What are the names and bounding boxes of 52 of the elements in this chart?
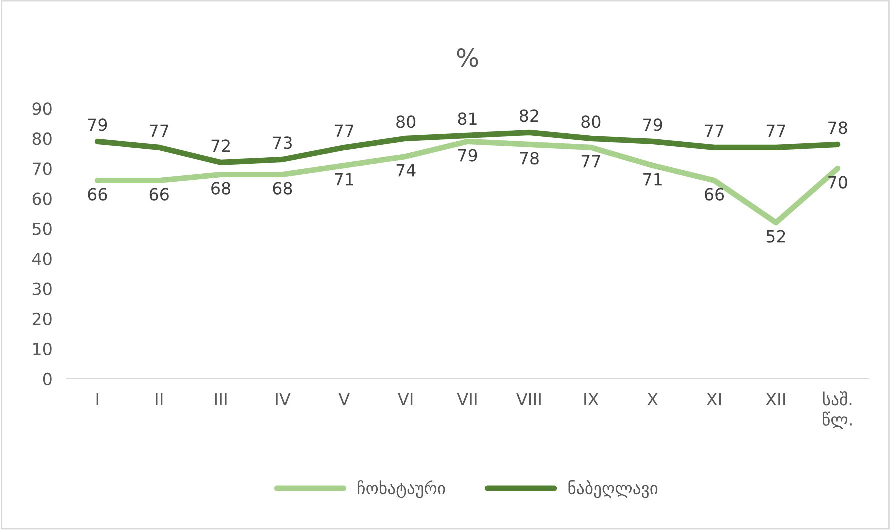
data-label: 78 bbox=[828, 122, 848, 134]
y-tick-label: 80 bbox=[32, 132, 52, 146]
data-label: 78 bbox=[520, 152, 539, 165]
data-label: 66 bbox=[705, 188, 724, 201]
data-label: 74 bbox=[396, 164, 416, 177]
y-tick-label: 30 bbox=[33, 282, 52, 296]
data-label: 79 bbox=[458, 149, 478, 162]
data-label: 70 bbox=[828, 176, 848, 189]
data-label: 79 bbox=[88, 118, 108, 132]
x-tick-label: VII bbox=[457, 393, 477, 406]
data-label: 82 bbox=[520, 110, 538, 122]
data-label: 52 bbox=[766, 230, 786, 243]
data-label: 73 bbox=[273, 136, 292, 150]
y-tick-label: 10 bbox=[34, 342, 52, 356]
data-label: 71 bbox=[644, 173, 662, 186]
data-label: 72 bbox=[212, 140, 230, 152]
x-tick-label: XII bbox=[766, 393, 786, 406]
x-tick-label: VI bbox=[398, 393, 413, 406]
data-label: 68 bbox=[273, 182, 292, 195]
data-label: 71 bbox=[335, 173, 354, 186]
data-label: 77 bbox=[335, 124, 354, 138]
y-tick-label: 90 bbox=[32, 102, 52, 116]
x-tick-label: VIII bbox=[516, 393, 541, 406]
x-tick-label: XI bbox=[706, 393, 722, 406]
data-label: 80 bbox=[582, 116, 601, 128]
data-label: 66 bbox=[88, 188, 108, 201]
data-label: 79 bbox=[644, 118, 662, 132]
y-tick-label: 70 bbox=[33, 162, 52, 176]
data-label: 81 bbox=[458, 112, 477, 126]
data-label: 66 bbox=[150, 188, 169, 201]
x-tick-label: IV bbox=[276, 393, 291, 406]
x-tick-label: I bbox=[96, 393, 98, 406]
data-label: 68 bbox=[212, 182, 230, 195]
y-tick-label: 20 bbox=[32, 312, 52, 326]
y-tick-label: 0 bbox=[43, 372, 52, 386]
x-tick-label: II bbox=[156, 393, 163, 406]
y-tick-label: 50 bbox=[33, 222, 52, 236]
y-tick-label: 60 bbox=[32, 192, 52, 206]
legend-label: ნაბეღლავი bbox=[568, 480, 658, 498]
data-label: 80 bbox=[396, 116, 416, 128]
data-label: 77 bbox=[150, 124, 169, 138]
chart-title: % bbox=[457, 48, 478, 68]
x-tick-label: III bbox=[215, 393, 227, 406]
legend-label: ჩოხატაური bbox=[358, 480, 446, 498]
x-tick-label: X bbox=[648, 393, 658, 406]
x-tick-label: IX bbox=[584, 393, 599, 406]
data-label: 77 bbox=[582, 155, 600, 168]
x-tick-label: V bbox=[338, 393, 350, 406]
data-label: 77 bbox=[766, 124, 786, 138]
y-tick-label: 40 bbox=[32, 252, 52, 266]
x-tick-label: საშ. წლ. bbox=[823, 392, 852, 430]
data-label: 77 bbox=[705, 124, 724, 138]
